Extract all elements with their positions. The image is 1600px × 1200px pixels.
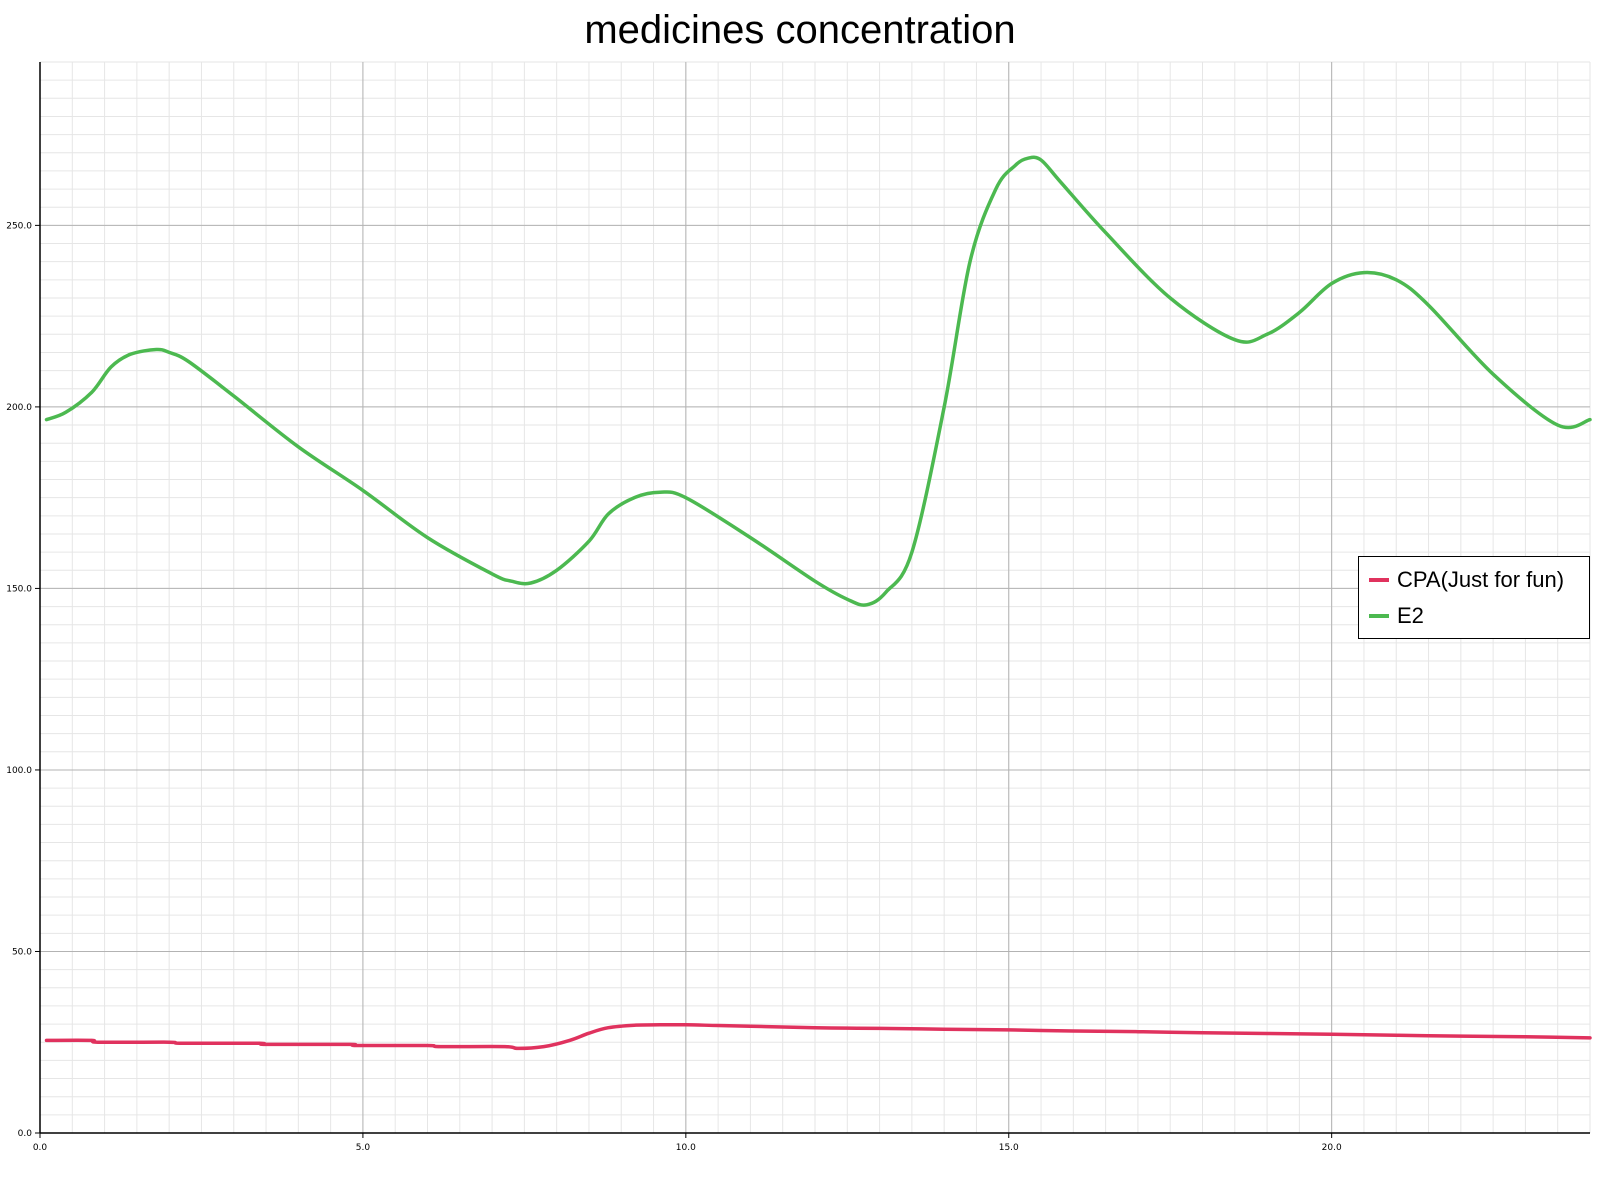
legend-label-e2: E2 [1397,603,1424,628]
legend-swatch-cpa [1369,578,1389,582]
legend-item-e2: E2 [1369,603,1424,629]
y-tick-label: 0.0 [18,1129,33,1139]
series-line-cpa-just-for-fun [44,1023,1592,1051]
x-tick-label: 20.0 [1322,1143,1342,1153]
x-tick-label: 10.0 [676,1143,696,1153]
y-tick-label: 100.0 [6,766,32,776]
series-layer [44,155,1592,1051]
legend-label-cpa: CPA(Just for fun) [1397,567,1565,592]
y-tick-label: 250.0 [6,221,32,231]
y-tick-label: 150.0 [6,584,32,594]
y-axis-ticks: 0.0 50.0 100.0 150.0 200.0 250.0 [6,221,40,1139]
y-tick-label: 200.0 [6,403,32,413]
y-tick-label: 50.0 [12,947,32,957]
x-tick-label: 5.0 [356,1143,371,1153]
legend-item-cpa: CPA(Just for fun) [1369,567,1564,593]
x-tick-label: 15.0 [999,1143,1019,1153]
series-line-e2 [44,155,1592,607]
chart-title: medicines concentration [584,8,1016,52]
x-tick-label: 0.0 [33,1143,48,1153]
legend: CPA(Just for fun) E2 [1358,556,1590,639]
legend-swatch-e2 [1369,614,1389,618]
x-axis-ticks: 0.0 5.0 10.0 15.0 20.0 [33,1133,1342,1153]
